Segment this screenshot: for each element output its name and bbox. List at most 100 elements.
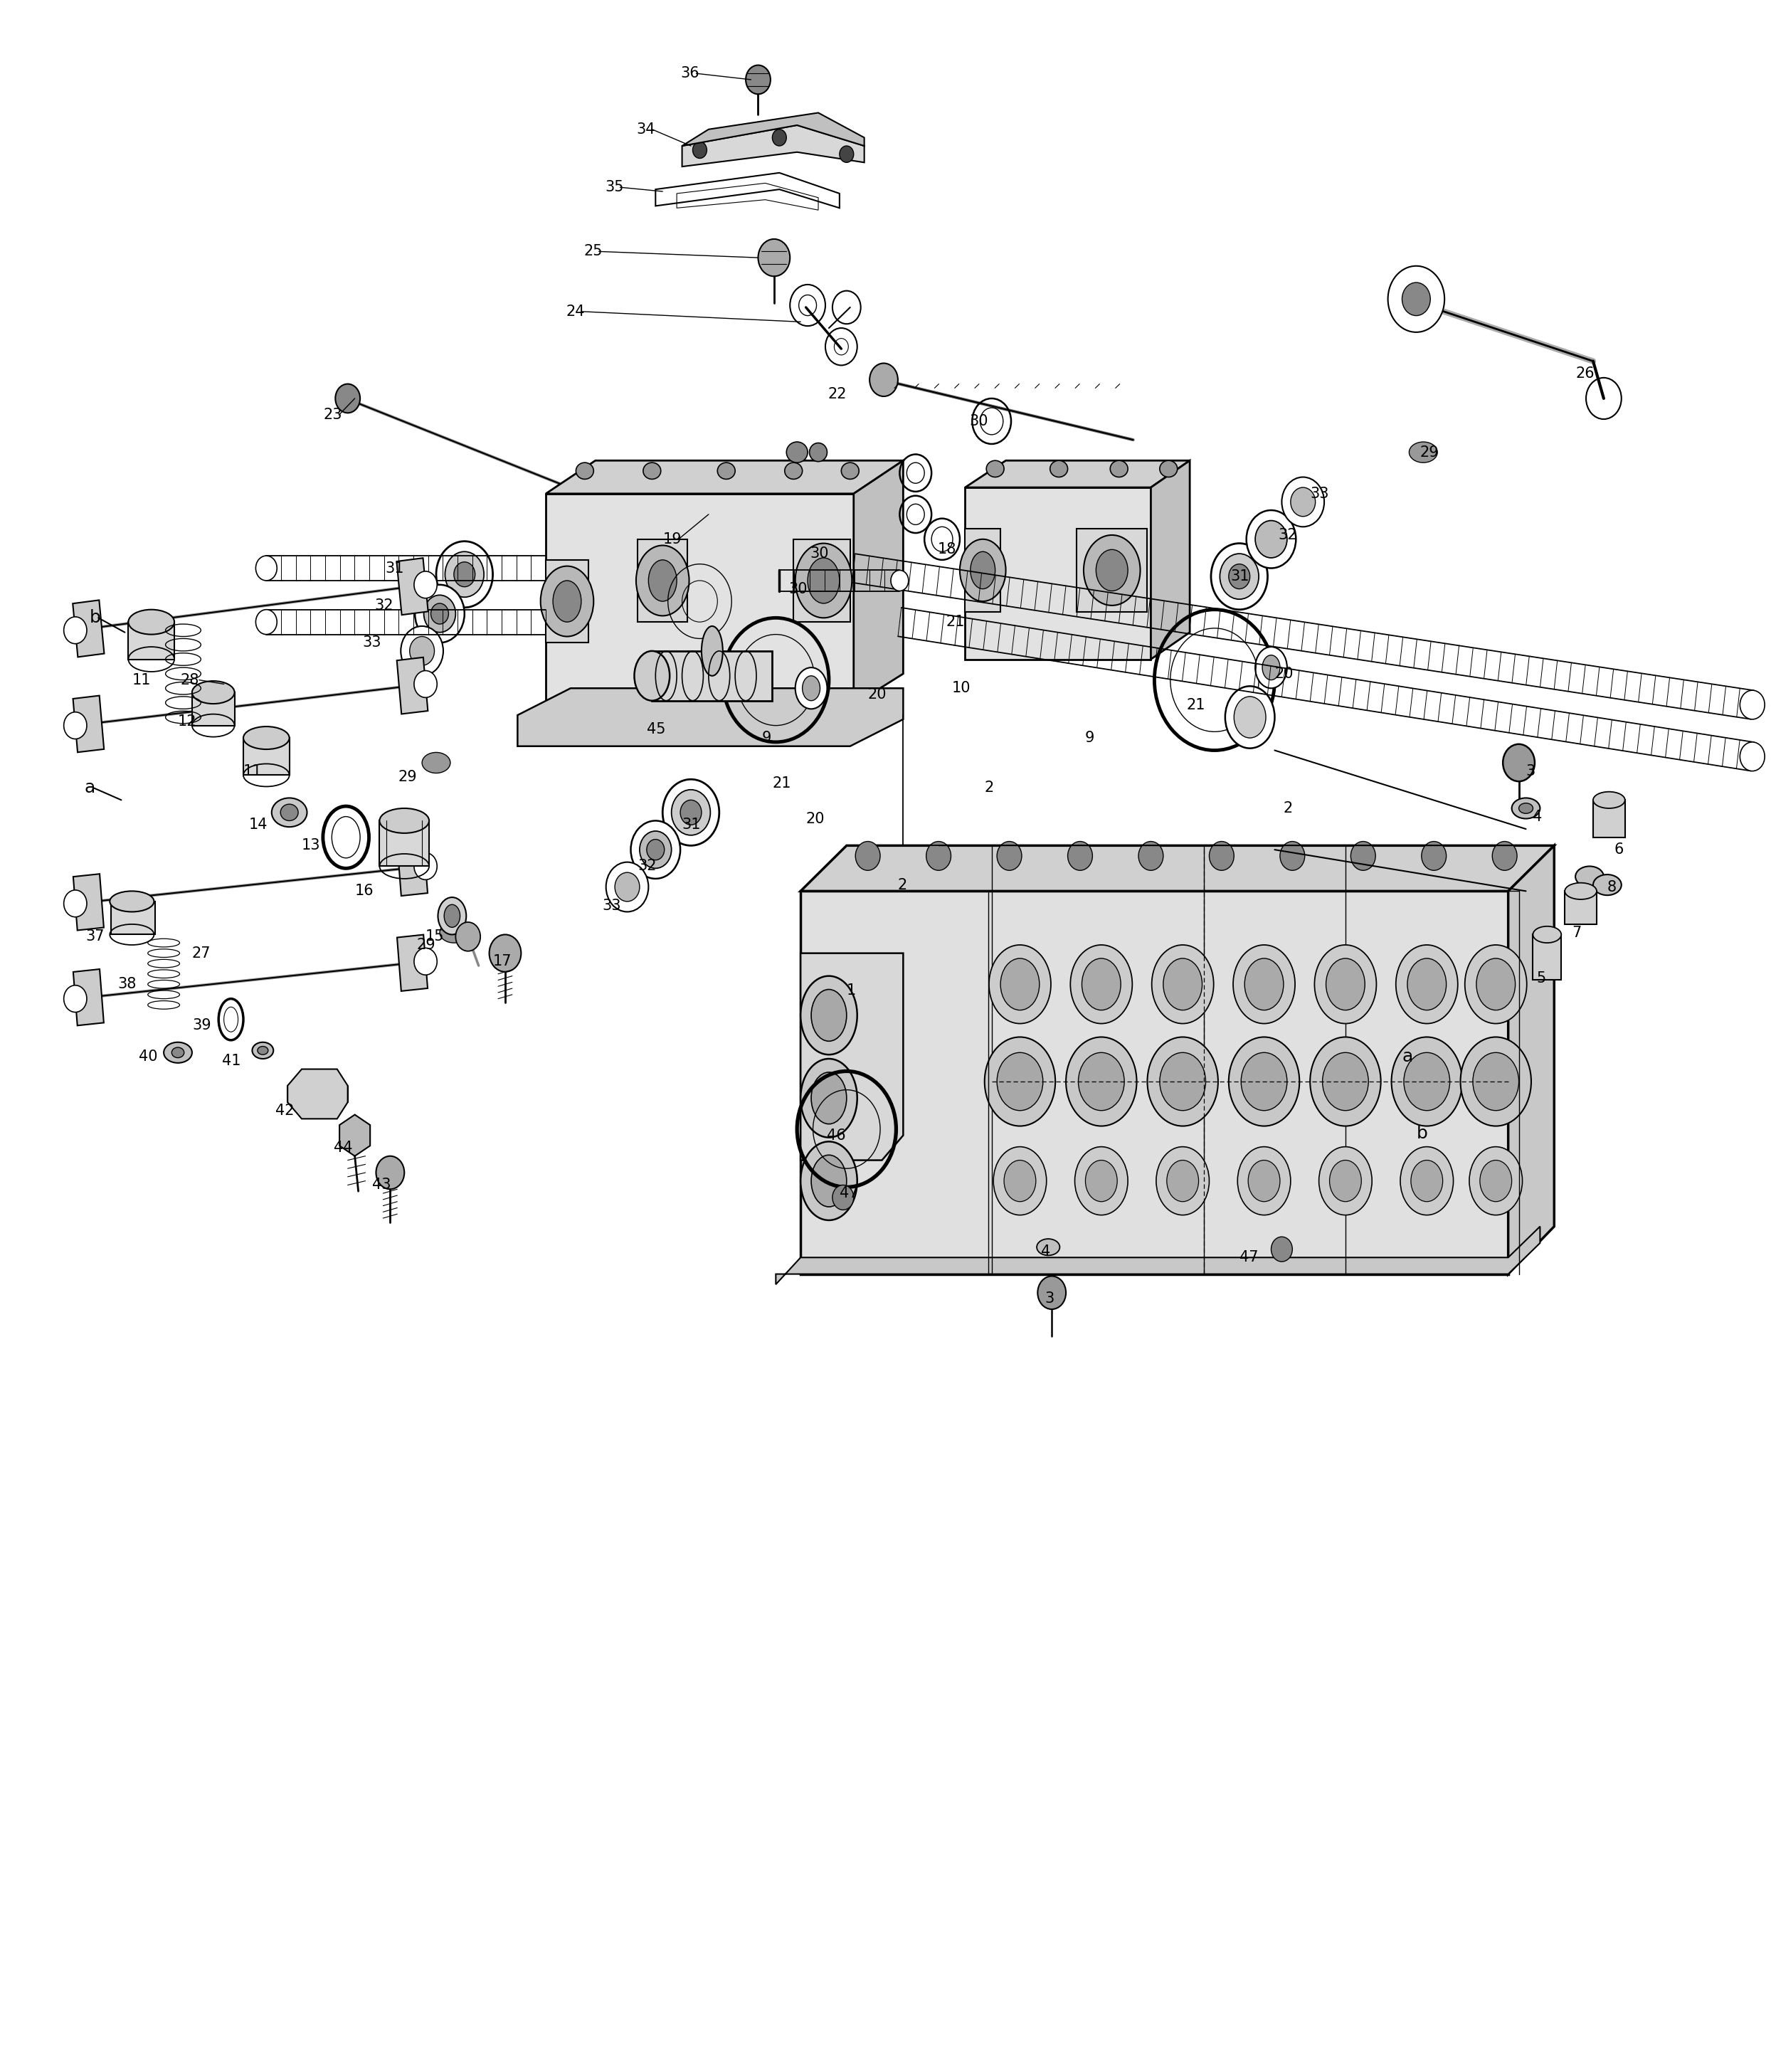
Circle shape [870, 363, 898, 396]
Polygon shape [854, 460, 903, 704]
Ellipse shape [1156, 1146, 1210, 1214]
Ellipse shape [811, 990, 847, 1040]
Text: 41: 41 [221, 1055, 241, 1067]
Circle shape [414, 949, 437, 976]
Text: 39: 39 [191, 1019, 211, 1032]
Ellipse shape [1160, 460, 1178, 477]
Text: 29: 29 [398, 771, 416, 785]
Text: 12: 12 [177, 715, 197, 729]
Text: 33: 33 [602, 899, 622, 912]
Ellipse shape [1160, 1053, 1206, 1111]
Circle shape [746, 64, 770, 93]
Text: 11: 11 [131, 673, 151, 688]
Ellipse shape [1247, 510, 1296, 568]
Ellipse shape [1311, 1036, 1381, 1125]
Ellipse shape [646, 839, 664, 860]
Polygon shape [776, 1227, 1541, 1285]
Ellipse shape [110, 891, 154, 912]
Polygon shape [965, 487, 1151, 659]
Text: 21: 21 [772, 777, 792, 792]
Ellipse shape [1408, 959, 1447, 1011]
Text: 22: 22 [827, 387, 847, 402]
Text: 26: 26 [1576, 367, 1594, 381]
Text: 46: 46 [827, 1129, 847, 1142]
Ellipse shape [1256, 520, 1288, 557]
Bar [110, 901, 154, 934]
Text: 36: 36 [680, 66, 700, 81]
Bar [1594, 800, 1626, 837]
Polygon shape [397, 657, 429, 715]
Ellipse shape [997, 1053, 1043, 1111]
Ellipse shape [1086, 1160, 1118, 1202]
Ellipse shape [648, 559, 677, 601]
Polygon shape [73, 696, 104, 752]
Ellipse shape [576, 462, 593, 479]
Circle shape [1388, 265, 1445, 332]
Text: 1: 1 [847, 984, 855, 997]
Ellipse shape [671, 789, 710, 835]
Text: 19: 19 [662, 533, 682, 547]
Text: 9: 9 [762, 731, 770, 746]
Text: 33: 33 [363, 636, 381, 651]
Ellipse shape [1220, 553, 1259, 599]
Bar [191, 692, 234, 725]
Circle shape [64, 986, 87, 1013]
Ellipse shape [986, 460, 1004, 477]
Ellipse shape [1481, 1160, 1512, 1202]
Circle shape [1739, 690, 1764, 719]
Text: 43: 43 [372, 1177, 391, 1191]
Polygon shape [73, 970, 104, 1026]
Ellipse shape [701, 626, 723, 675]
Text: 14: 14 [248, 818, 267, 833]
Circle shape [891, 570, 909, 591]
Text: 11: 11 [243, 765, 262, 779]
Circle shape [455, 922, 480, 951]
Ellipse shape [379, 808, 429, 833]
Circle shape [1139, 841, 1164, 870]
Ellipse shape [553, 580, 581, 622]
Text: 27: 27 [191, 947, 211, 959]
Polygon shape [545, 460, 903, 493]
Ellipse shape [257, 1046, 267, 1055]
Text: 29: 29 [416, 939, 436, 951]
Ellipse shape [1148, 1036, 1218, 1125]
Ellipse shape [1066, 1036, 1137, 1125]
Bar [379, 821, 429, 866]
Ellipse shape [808, 557, 839, 603]
Ellipse shape [439, 922, 468, 943]
Circle shape [375, 1156, 404, 1189]
Circle shape [64, 891, 87, 918]
Ellipse shape [1234, 696, 1266, 738]
Ellipse shape [1084, 535, 1141, 605]
Circle shape [414, 854, 437, 881]
Ellipse shape [1594, 874, 1622, 895]
Polygon shape [1077, 528, 1148, 611]
Text: 2: 2 [985, 781, 994, 796]
Ellipse shape [163, 1042, 191, 1063]
Text: 32: 32 [1279, 528, 1296, 543]
Polygon shape [793, 539, 850, 622]
Text: 30: 30 [788, 582, 808, 597]
Text: 21: 21 [946, 615, 965, 630]
Text: 21: 21 [1187, 698, 1204, 713]
Ellipse shape [985, 1036, 1056, 1125]
Ellipse shape [800, 1059, 857, 1138]
Ellipse shape [636, 545, 689, 615]
Circle shape [1493, 841, 1518, 870]
Ellipse shape [811, 1071, 847, 1123]
Ellipse shape [1238, 1146, 1291, 1214]
Ellipse shape [1291, 487, 1316, 516]
Ellipse shape [1477, 959, 1516, 1011]
Ellipse shape [400, 626, 443, 675]
Bar [128, 622, 174, 659]
Text: 45: 45 [646, 723, 666, 738]
Text: 31: 31 [1231, 570, 1249, 584]
Ellipse shape [1534, 926, 1562, 943]
Ellipse shape [1245, 959, 1284, 1011]
Text: a: a [1403, 1048, 1413, 1065]
Ellipse shape [430, 603, 448, 624]
Bar [243, 738, 289, 775]
Polygon shape [73, 601, 104, 657]
Ellipse shape [1396, 945, 1458, 1024]
Ellipse shape [1241, 1053, 1288, 1111]
